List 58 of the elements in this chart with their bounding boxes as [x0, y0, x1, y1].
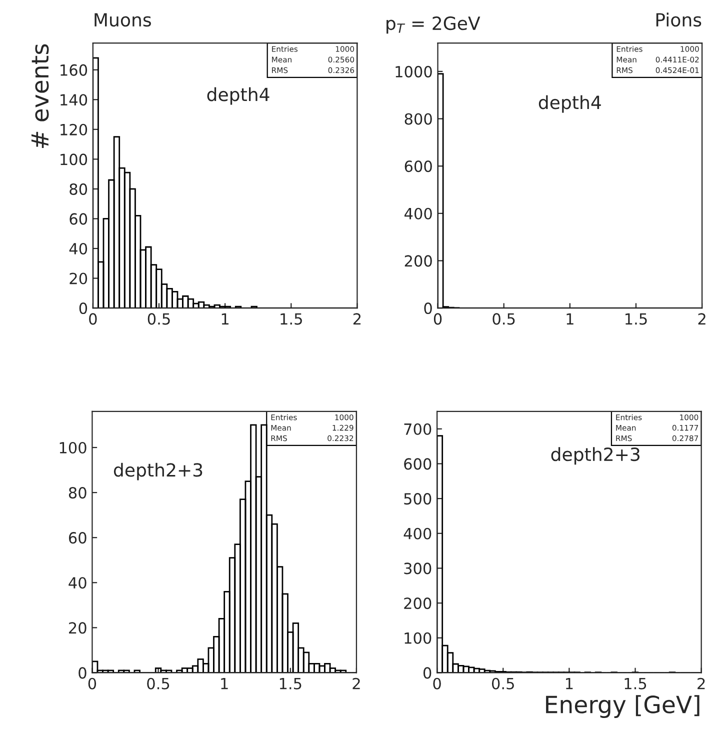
y-tick-label: 1000	[396, 66, 432, 78]
y-tick-label: 100	[60, 154, 88, 166]
x-tick-label: 0.5	[148, 313, 170, 325]
x-tick-label: 2	[698, 678, 705, 690]
x-tick-label: 0	[89, 313, 97, 325]
y-tick-label: 200	[404, 255, 432, 267]
x-tick-label: 2	[698, 313, 706, 325]
chart-subtitle: p$_{T}$ = 2GeV	[386, 16, 480, 34]
x-tick-label: 2	[353, 313, 361, 325]
y-tick-label: 60	[68, 532, 86, 544]
y-tick-label: 200	[404, 598, 432, 610]
annotation: depth2+3	[114, 462, 202, 480]
y-tick-label: 100	[404, 632, 432, 644]
x-tick-label: 0	[88, 678, 96, 690]
x-tick-label: 0.5	[147, 678, 170, 690]
y-tick-label: 120	[60, 124, 88, 136]
y-tick-label: 800	[404, 113, 432, 125]
y-tick-label: 60	[70, 213, 88, 225]
annotation: depth4	[538, 95, 601, 113]
x-tick-label: 1.5	[624, 678, 646, 690]
x-tick-label: 0	[433, 678, 441, 690]
x-tick-label: 2	[352, 678, 360, 690]
x-tick-label: 1	[221, 678, 228, 690]
y-tick-label: 20	[70, 272, 88, 284]
y-tick-label: 300	[404, 562, 432, 574]
y-tick-label: 700	[404, 423, 432, 435]
chart-title: Pions	[656, 12, 702, 27]
y-tick-label: 100	[60, 442, 86, 454]
y-axis-title: # events	[31, 44, 49, 148]
y-tick-label: 0	[424, 302, 432, 314]
x-tick-label: 1.5	[626, 313, 647, 325]
y-tick-label: 0	[423, 667, 432, 679]
y-tick-label: 40	[69, 242, 88, 255]
x-tick-label: 1.5	[280, 313, 302, 325]
x-tick-label: 0.5	[492, 678, 514, 690]
x-tick-label: 1	[566, 313, 574, 325]
y-tick-label: 80	[70, 183, 88, 195]
y-tick-label: 400	[404, 528, 432, 540]
x-tick-label: 1.5	[280, 678, 302, 690]
y-tick-label: 140	[60, 94, 88, 106]
x-tick-label: 1	[566, 678, 573, 690]
chart-title: Muons	[94, 13, 151, 27]
x-axis-title: Energy [GeV]	[546, 695, 700, 718]
y-tick-label: 0	[79, 302, 88, 314]
annotation: depth4	[207, 87, 270, 105]
y-tick-label: 0	[78, 667, 86, 679]
y-tick-label: 40	[68, 577, 86, 589]
y-tick-label: 160	[60, 64, 88, 76]
x-tick-label: 1	[222, 313, 229, 325]
annotation: depth2+3	[551, 447, 640, 465]
y-tick-label: 20	[69, 622, 86, 634]
y-tick-label: 500	[404, 493, 432, 505]
x-tick-label: 0.5	[492, 313, 515, 325]
y-tick-label: 80	[68, 487, 86, 499]
x-tick-label: 0	[434, 313, 442, 325]
y-tick-label: 600	[404, 160, 432, 172]
y-tick-label: 600	[404, 458, 432, 470]
y-tick-label: 400	[404, 208, 432, 220]
